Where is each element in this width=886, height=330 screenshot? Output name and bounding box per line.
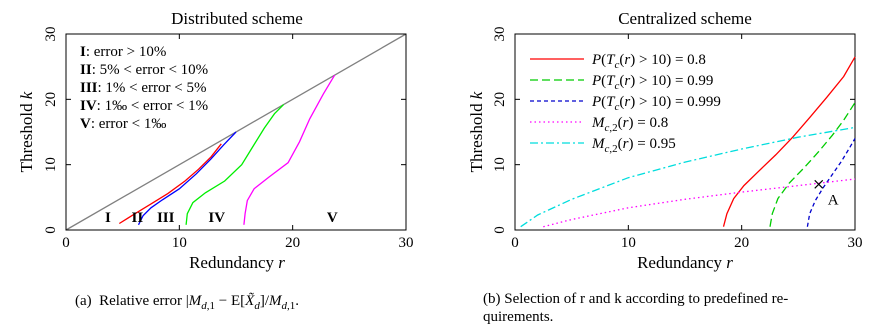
x-tick-label: 10 — [172, 235, 187, 251]
series-line-1 — [769, 102, 856, 227]
y-tick-label: 0 — [492, 226, 508, 234]
region-label: II — [132, 210, 144, 226]
caption-line: (b) Selection of r and k according to pr… — [483, 291, 789, 307]
x-tick-label: 10 — [621, 235, 636, 251]
x-axis-label: Redundancy r — [637, 253, 733, 272]
y-tick-label: 10 — [43, 157, 59, 172]
legend-entry: Mc,2(r) = 0.95 — [530, 136, 676, 155]
legend-entry: P(Tc(r) > 10) = 0.99 — [530, 73, 713, 92]
legend-entry: V: error < 1‰ — [80, 116, 166, 132]
y-axis-label: Threshold k — [17, 91, 36, 172]
plot-area: 0 10 20 30 0 10 20 30 A — [492, 27, 863, 252]
legend-entry: P(Tc(r) > 10) = 0.999 — [530, 94, 721, 113]
y-axis-label: Threshold k — [467, 91, 486, 172]
caption-line: quirements. — [483, 309, 554, 325]
legend-entry: IV: 1‰ < error < 1% — [80, 98, 208, 114]
y-tick-label: 30 — [43, 27, 59, 42]
series-line-4 — [520, 126, 856, 228]
tick-group: 0 10 20 30 0 10 20 30 — [492, 27, 863, 252]
series-line-2 — [806, 138, 856, 227]
tick-group: 0 10 20 30 0 10 20 30 — [43, 27, 414, 252]
legend: I: error > 10% II: 5% < error < 10% III:… — [80, 44, 208, 132]
legend-label: P(Tc(r) > 10) = 0.99 — [591, 73, 713, 92]
series-line-3 — [543, 178, 856, 228]
legend-entry: Mc,2(r) = 0.8 — [530, 115, 668, 134]
series-line-3 — [185, 104, 285, 225]
region-label: I — [105, 210, 111, 226]
region-label: IV — [208, 210, 225, 226]
x-axis-label: Redundancy r — [189, 253, 285, 272]
series-line-0 — [722, 56, 856, 227]
legend: P(Tc(r) > 10) = 0.8 P(Tc(r) > 10) = 0.99… — [530, 52, 721, 155]
plot-frame — [514, 33, 856, 231]
legend-entry: III: 1% < error < 5% — [80, 80, 207, 96]
x-tick-label: 30 — [848, 235, 863, 251]
region-labels: I II III IV V — [105, 210, 338, 226]
x-tick-label: 20 — [285, 235, 300, 251]
region-label: III — [157, 210, 175, 226]
y-tick-label: 30 — [492, 27, 508, 42]
x-tick-label: 20 — [734, 235, 749, 251]
y-tick-label: 0 — [43, 226, 59, 234]
y-tick-label: 10 — [492, 157, 508, 172]
caption-b: (b) Selection of r and k according to pr… — [483, 290, 883, 326]
legend-label: Mc,2(r) = 0.8 — [591, 115, 668, 134]
point-a-label: A — [828, 192, 839, 208]
x-tick-label: 30 — [399, 235, 414, 251]
caption-a: (a) Relative error |Md,1 − E[X̃d]/Md,1. — [75, 293, 299, 312]
legend-entry: I: error > 10% — [80, 44, 166, 60]
legend-label: P(Tc(r) > 10) = 0.999 — [591, 94, 721, 113]
series-group — [65, 33, 407, 231]
region-label: V — [327, 210, 338, 226]
y-tick-label: 20 — [492, 92, 508, 107]
chart-title: Distributed scheme — [171, 9, 303, 28]
panel-centralized: Centralized scheme 0 10 20 30 0 10 20 30 A P(Tc… — [467, 9, 863, 272]
chart-title: Centralized scheme — [618, 9, 752, 28]
legend-label: Mc,2(r) = 0.95 — [591, 136, 676, 155]
legend-entry: II: 5% < error < 10% — [80, 62, 208, 78]
series-group — [520, 56, 856, 228]
legend-label: P(Tc(r) > 10) = 0.8 — [591, 52, 706, 71]
y-tick-label: 20 — [43, 92, 59, 107]
annotation-group: A — [814, 179, 839, 208]
series-line-4 — [243, 74, 336, 225]
legend-entry: P(Tc(r) > 10) = 0.8 — [530, 52, 706, 71]
series-line-1 — [118, 143, 222, 225]
plot-frame — [65, 33, 407, 231]
x-tick-label: 0 — [62, 235, 70, 251]
point-a-marker — [814, 179, 824, 189]
x-tick-label: 0 — [511, 235, 519, 251]
series-line-2 — [137, 131, 237, 226]
